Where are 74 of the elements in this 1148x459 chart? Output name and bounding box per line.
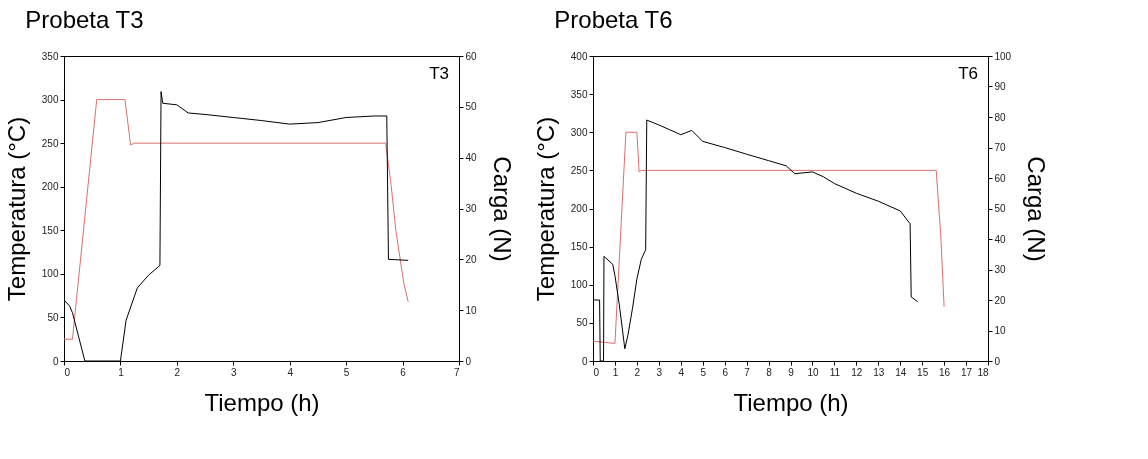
y2-tick-label: 10	[994, 325, 1007, 336]
y2-tick-label: 50	[465, 101, 478, 113]
x-axis-title: Tiempo (h)	[204, 388, 320, 416]
y2-tick-label: 70	[994, 142, 1007, 153]
annotation: T3	[429, 64, 449, 83]
x-tick-label: 1	[118, 366, 125, 378]
chart-title: Probeta T6	[554, 6, 673, 33]
y2-tick-label: 30	[994, 264, 1007, 275]
x-tick-label: 9	[788, 366, 795, 378]
x-tick-label: 5	[700, 366, 707, 378]
x-tick-label: 10	[807, 366, 819, 378]
x-tick-label: 2	[174, 366, 181, 378]
y2-axis-title: Carga (N)	[488, 156, 516, 262]
x-tick-label: 18	[977, 366, 989, 378]
y-tick-label: 350	[570, 88, 588, 100]
x-tick-label: 0	[593, 366, 600, 378]
y-tick-label: 100	[570, 279, 588, 291]
y-tick-label: 300	[570, 126, 588, 138]
y-tick-label: 100	[41, 268, 59, 280]
y-tick-label: 0	[52, 355, 59, 367]
x-tick-label: 3	[656, 366, 663, 378]
y-tick-label: 50	[47, 311, 59, 323]
y-tick-label: 50	[576, 317, 588, 329]
x-tick-label: 1	[612, 366, 619, 378]
x-tick-label: 3	[231, 366, 237, 378]
x-tick-label: 5	[343, 366, 350, 378]
x-tick-label: 13	[873, 366, 885, 378]
y2-tick-label: 30	[465, 203, 478, 214]
y2-tick-label: 100	[994, 50, 1012, 62]
y-tick-label: 0	[581, 355, 588, 367]
annotation: T6	[958, 64, 978, 83]
x-tick-label: 15	[917, 366, 929, 378]
x-tick-label: 4	[678, 366, 685, 378]
y2-axis-title: Carga (N)	[1023, 156, 1051, 262]
x-tick-label: 17	[960, 366, 973, 378]
y2-tick-label: 90	[994, 81, 1007, 92]
y2-tick-label: 80	[994, 111, 1007, 123]
y2-tick-label: 60	[994, 172, 1007, 184]
y-tick-label: 350	[41, 50, 59, 62]
x-tick-label: 16	[939, 366, 951, 378]
y-axis-title: Temperatura (°C)	[2, 116, 30, 302]
y2-tick-label: 60	[465, 50, 478, 62]
line-series	[593, 119, 919, 361]
y2-tick-label: 40	[465, 152, 478, 164]
x-axis-title: Tiempo (h)	[733, 388, 849, 416]
y-tick-label: 250	[570, 164, 588, 176]
y-tick-label: 200	[570, 203, 588, 214]
x-tick-label: 6	[400, 366, 407, 378]
y-tick-label: 400	[570, 50, 588, 62]
y2-tick-label: 10	[465, 304, 478, 316]
y2-tick-label: 20	[994, 294, 1007, 306]
line-series	[593, 131, 945, 344]
x-tick-label: 4	[287, 366, 294, 378]
x-tick-label: 7	[453, 366, 460, 378]
x-tick-label: 0	[64, 366, 71, 378]
x-tick-label: 8	[766, 366, 773, 378]
y2-tick-label: 40	[994, 233, 1007, 245]
y-tick-label: 150	[570, 241, 588, 253]
y2-tick-label: 50	[994, 203, 1007, 214]
chart-title: Probeta T3	[25, 6, 144, 33]
y-tick-label: 300	[41, 94, 59, 106]
y2-tick-label: 0	[465, 355, 472, 367]
x-tick-label: 6	[722, 366, 729, 378]
x-tick-label: 2	[634, 366, 641, 378]
x-tick-label: 11	[829, 366, 841, 378]
y2-tick-label: 20	[465, 253, 478, 265]
y-tick-label: 150	[41, 224, 59, 236]
x-tick-label: 7	[744, 366, 751, 378]
y-axis-title: Temperatura (°C)	[531, 116, 559, 302]
x-tick-label: 12	[851, 366, 863, 378]
y-tick-label: 200	[41, 181, 59, 193]
y2-tick-label: 0	[994, 355, 1001, 367]
x-tick-label: 14	[895, 366, 907, 378]
y-tick-label: 250	[41, 137, 59, 149]
